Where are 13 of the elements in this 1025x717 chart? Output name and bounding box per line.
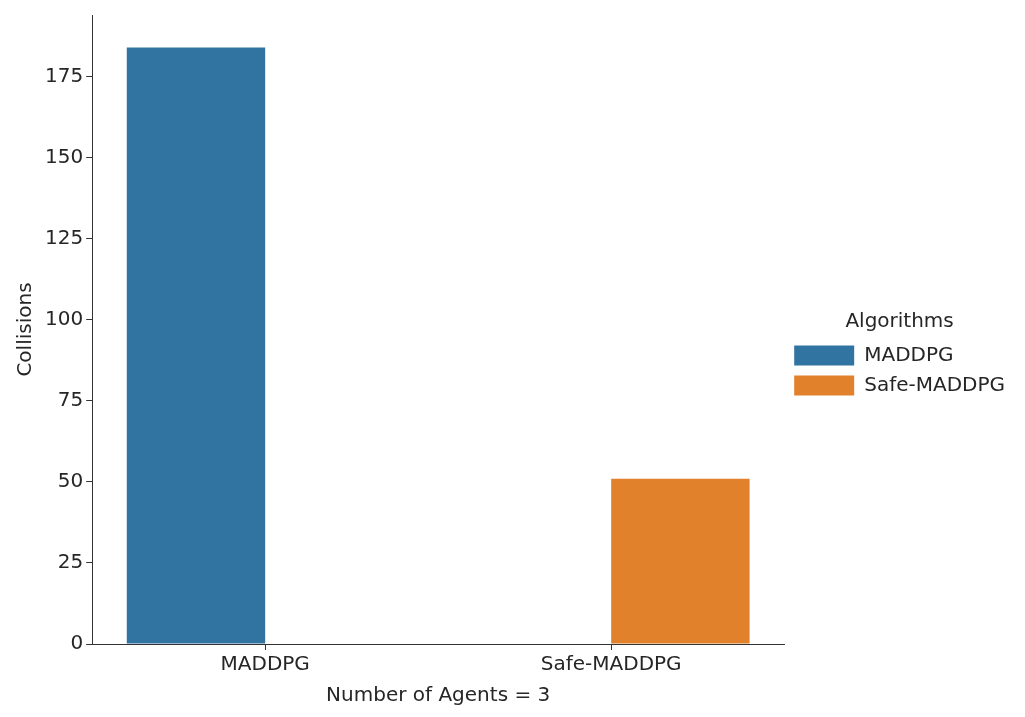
- legend-label: MADDPG: [864, 341, 954, 366]
- legend-title: Algorithms: [845, 307, 954, 332]
- y-tick-label: 150: [44, 143, 84, 168]
- y-tick-label: 100: [44, 305, 84, 330]
- y-tick-label: 75: [57, 387, 84, 412]
- x-axis-title: Number of Agents = 3: [326, 682, 551, 707]
- y-tick-label: 175: [44, 62, 84, 87]
- y-axis-title: Collisions: [12, 282, 37, 377]
- y-tick-label: 0: [70, 630, 84, 655]
- y-tick-label: 25: [57, 549, 84, 574]
- legend-label: Safe-MADDPG: [864, 371, 1005, 396]
- y-tick-label: 50: [57, 468, 84, 493]
- y-tick-label: 125: [44, 224, 84, 249]
